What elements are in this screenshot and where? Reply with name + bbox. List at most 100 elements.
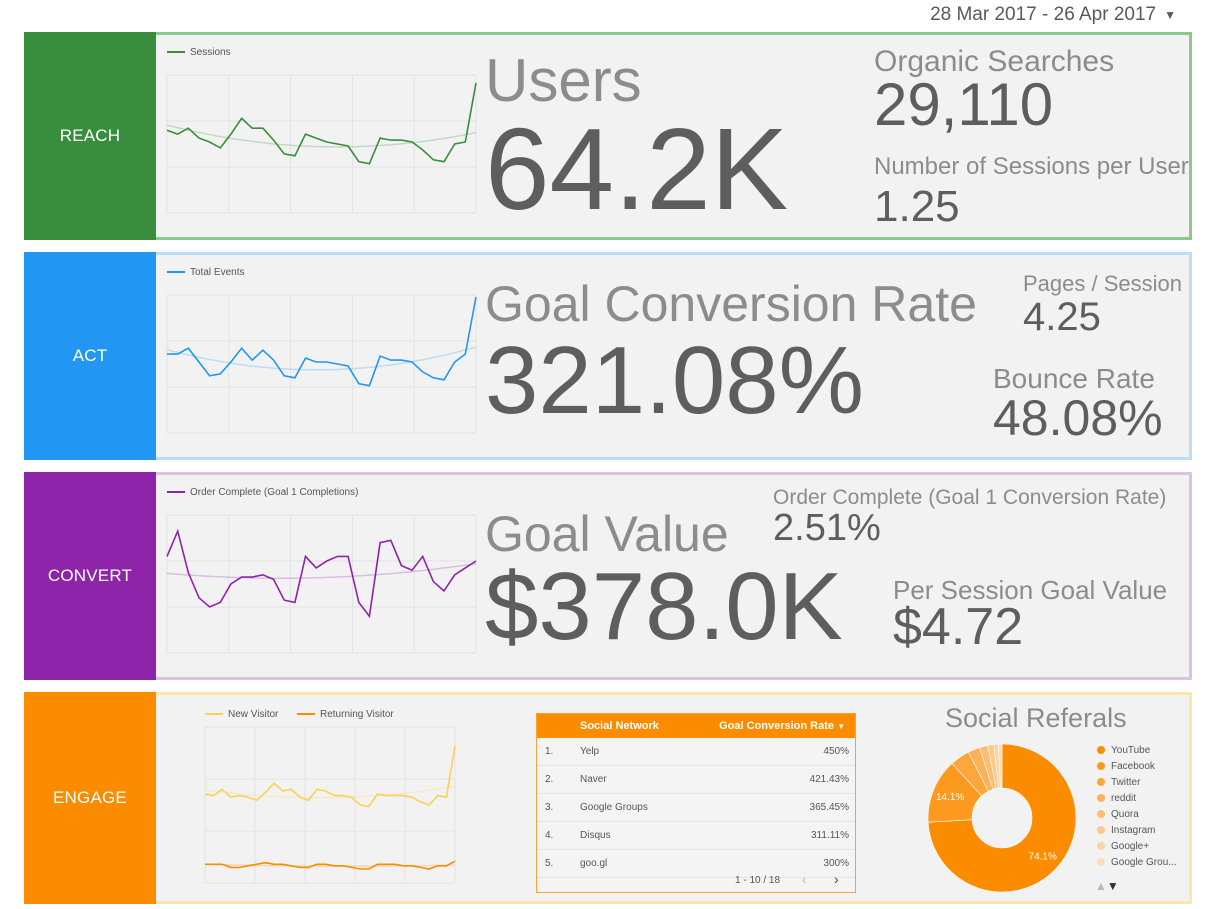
next-page-icon[interactable]: › [834, 871, 839, 887]
col-goal-conversion-rate[interactable]: Goal Conversion Rate ▼ [719, 720, 845, 732]
col-social-network[interactable]: Social Network [580, 720, 659, 732]
sessions-legend: Sessions [167, 47, 231, 58]
row-value: 365.45% [809, 802, 849, 813]
pie-legend-label: Google Grou... [1111, 857, 1177, 868]
pie-legend-label: YouTube [1111, 745, 1151, 756]
order-complete-chart[interactable]: Order Complete (Goal 1 Completions) [159, 475, 479, 680]
sessions-per-user-value: 1.25 [874, 182, 960, 231]
pie-slice [997, 743, 1003, 789]
pie-legend-label: Quora [1111, 809, 1139, 820]
pie-legend-item[interactable]: Google Grou... [1097, 855, 1177, 871]
visitor-type-line-chart [204, 726, 456, 884]
total-events-legend: Total Events [167, 267, 244, 278]
series-line [204, 745, 456, 808]
row-index: 1. [545, 746, 554, 757]
legend-dot-icon [1097, 778, 1105, 787]
trend-line [166, 562, 477, 579]
row-value: 311.11% [811, 830, 849, 841]
table-row[interactable]: 4. Disqus 311.11% [537, 822, 855, 850]
bounce-rate-label: Bounce Rate [993, 363, 1155, 394]
sessions-line-chart [166, 74, 477, 214]
new-visitor-legend: New Visitor [205, 709, 278, 720]
users-value: 64.2K [485, 104, 789, 234]
total-events-chart[interactable]: Total Events [159, 255, 479, 460]
convert-label: CONVERT [24, 472, 156, 680]
pie-legend-label: Facebook [1111, 761, 1155, 772]
pie-legend-label: Twitter [1111, 777, 1141, 788]
sessions-chart[interactable]: Sessions [159, 35, 479, 240]
reach-label: REACH [24, 32, 156, 240]
pie-legend-label: Instagram [1111, 825, 1156, 836]
date-range-selector[interactable]: 28 Mar 2017 - 26 Apr 2017 ▼ [930, 2, 1176, 28]
bounce-rate-value: 48.08% [993, 390, 1163, 446]
table-row[interactable]: 3. Google Groups 365.45% [537, 794, 855, 822]
legend-dot-icon [1097, 762, 1105, 771]
legend-dot-icon [1097, 858, 1105, 867]
table-row[interactable]: 1. Yelp 450% [537, 738, 855, 766]
users-title: Users [485, 47, 642, 114]
per-session-goal-value-label: Per Session Goal Value [893, 575, 1168, 605]
pie-slice-label: 74.1% [1029, 851, 1057, 862]
pie-legend-item[interactable]: Quora [1097, 807, 1177, 823]
legend-dot-icon [1097, 746, 1105, 755]
row-index: 5. [545, 858, 554, 869]
pie-slice-label: 14.1% [936, 792, 964, 803]
social-network-table: Social Network Goal Conversion Rate ▼ 1.… [536, 713, 856, 893]
pages-per-session-label: Pages / Session [1023, 271, 1182, 296]
legend-dot-icon [1097, 810, 1105, 819]
order-complete-line-chart [166, 514, 477, 654]
pie-legend-item[interactable]: Instagram [1097, 823, 1177, 839]
row-index: 4. [545, 830, 554, 841]
reach-section: REACH Sessions Users 64.2K Organic Searc… [24, 32, 1192, 240]
legend-dot-icon [1097, 794, 1105, 803]
row-network: goo.gl [580, 858, 608, 869]
row-index: 3. [545, 802, 554, 813]
pie-legend-label: reddit [1111, 793, 1137, 804]
pie-legend: YouTube Facebook Twitter reddit Quora Instagr… [1097, 743, 1177, 871]
row-network: Yelp [580, 746, 600, 757]
organic-searches-value: 29,110 [874, 71, 1054, 138]
pie-legend-item[interactable]: Twitter [1097, 775, 1177, 791]
prev-page-icon[interactable]: ‹ [802, 871, 807, 887]
per-session-goal-value-value: $4.72 [893, 598, 1024, 656]
sessions-per-user-label: Number of Sessions per User [874, 153, 1189, 180]
trend-line [166, 124, 477, 148]
date-range-text: 28 Mar 2017 - 26 Apr 2017 [930, 4, 1157, 26]
pie-legend-item[interactable]: reddit [1097, 791, 1177, 807]
legend-next-icon[interactable]: ▼ [1106, 879, 1119, 893]
pages-per-session-value: 4.25 [1023, 295, 1101, 339]
pie-legend-item[interactable]: Google+ [1097, 839, 1177, 855]
goal-1-conversion-rate-value: 2.51% [773, 507, 881, 549]
row-value: 450% [823, 746, 849, 757]
row-value: 421.43% [809, 774, 849, 785]
trend-line [166, 346, 477, 371]
row-network: Google Groups [580, 802, 648, 813]
order-complete-legend: Order Complete (Goal 1 Completions) [167, 487, 358, 498]
social-referals-donut-chart[interactable]: 74.1% 14.1% [927, 743, 1077, 893]
series-line [167, 296, 477, 387]
trend-line [204, 785, 456, 799]
table-row[interactable]: 2. Naver 421.43% [537, 766, 855, 794]
goal-value-value: $378.0K [485, 553, 843, 660]
pagination-range: 1 - 10 / 18 [735, 875, 781, 886]
series-line [166, 528, 477, 619]
row-index: 2. [545, 774, 554, 785]
engage-label: ENGAGE [24, 692, 156, 904]
row-network: Disqus [580, 830, 611, 841]
legend-pager: ▲▼ [1095, 879, 1119, 893]
visitor-type-chart[interactable]: New Visitor Returning Visitor [197, 695, 467, 904]
row-network: Naver [580, 774, 607, 785]
total-events-line-chart [166, 294, 477, 434]
row-value: 300% [823, 858, 849, 869]
pie-legend-item[interactable]: Facebook [1097, 759, 1177, 775]
pie-legend-item[interactable]: YouTube [1097, 743, 1177, 759]
legend-prev-icon[interactable]: ▲ [1095, 879, 1107, 893]
sort-desc-icon: ▼ [837, 722, 845, 731]
social-referals-title: Social Referals [945, 703, 1127, 733]
act-label: ACT [24, 252, 156, 460]
goal-1-conversion-rate-label: Order Complete (Goal 1 Conversion Rate) [773, 486, 1167, 509]
table-body: 1. Yelp 450% 2. Naver 421.43% 3. Google Groups 3… [537, 738, 855, 878]
act-section: ACT Total Events Goal Conversion Rate 32… [24, 252, 1192, 460]
legend-dot-icon [1097, 842, 1105, 851]
table-row[interactable]: 5. goo.gl 300% [537, 850, 855, 878]
